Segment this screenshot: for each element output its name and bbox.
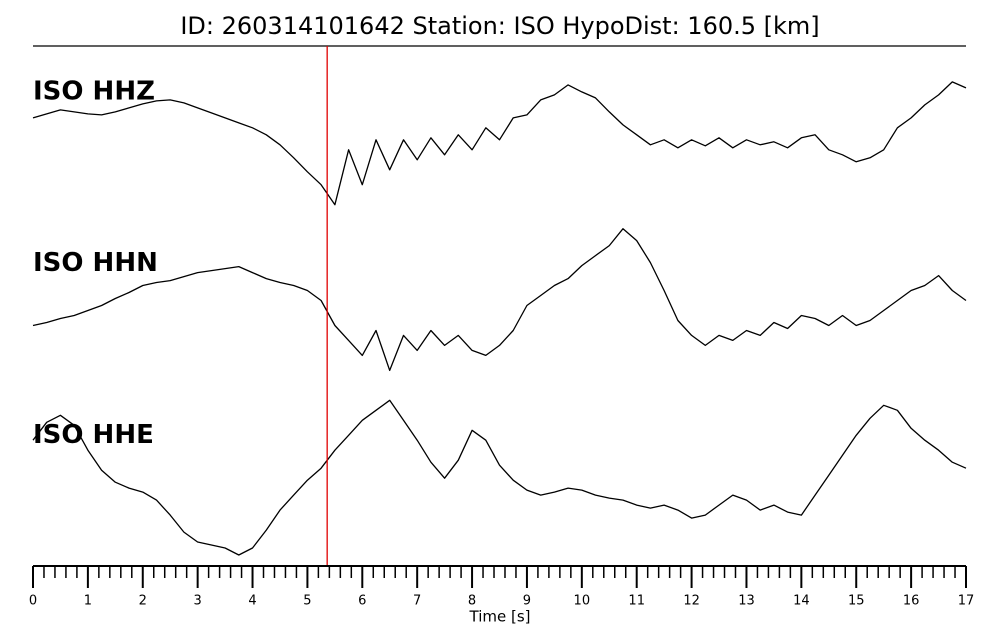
x-tick-label: 5 [303, 594, 311, 609]
trace-label: ISO HHE [33, 420, 154, 450]
x-tick-label: 4 [248, 594, 256, 609]
x-tick-label: 6 [358, 594, 366, 609]
x-tick-label: 14 [793, 594, 810, 609]
trace-label: ISO HHN [33, 248, 158, 278]
trace-label: ISO HHZ [33, 77, 155, 107]
x-tick-label: 7 [413, 594, 421, 609]
x-tick-label: 8 [468, 594, 476, 609]
x-tick-label: 12 [683, 594, 700, 609]
x-tick-label: 17 [958, 594, 975, 609]
trace [32, 399, 967, 556]
x-tick-label: 16 [903, 594, 920, 609]
x-tick-label: 0 [29, 594, 37, 609]
x-tick-label: 9 [523, 594, 531, 609]
trace [32, 228, 967, 372]
x-axis-label: Time [s] [469, 608, 531, 626]
x-tick-label: 1 [84, 594, 92, 609]
x-tick-label: 10 [574, 594, 591, 609]
x-tick-label: 13 [738, 594, 755, 609]
chart-title: ID: 260314101642 Station: ISO HypoDist: … [180, 12, 819, 40]
x-tick-label: 2 [139, 594, 147, 609]
trace [32, 81, 967, 206]
x-tick-label: 3 [194, 594, 202, 609]
x-tick-label: 11 [628, 594, 645, 609]
x-tick-label: 15 [848, 594, 865, 609]
